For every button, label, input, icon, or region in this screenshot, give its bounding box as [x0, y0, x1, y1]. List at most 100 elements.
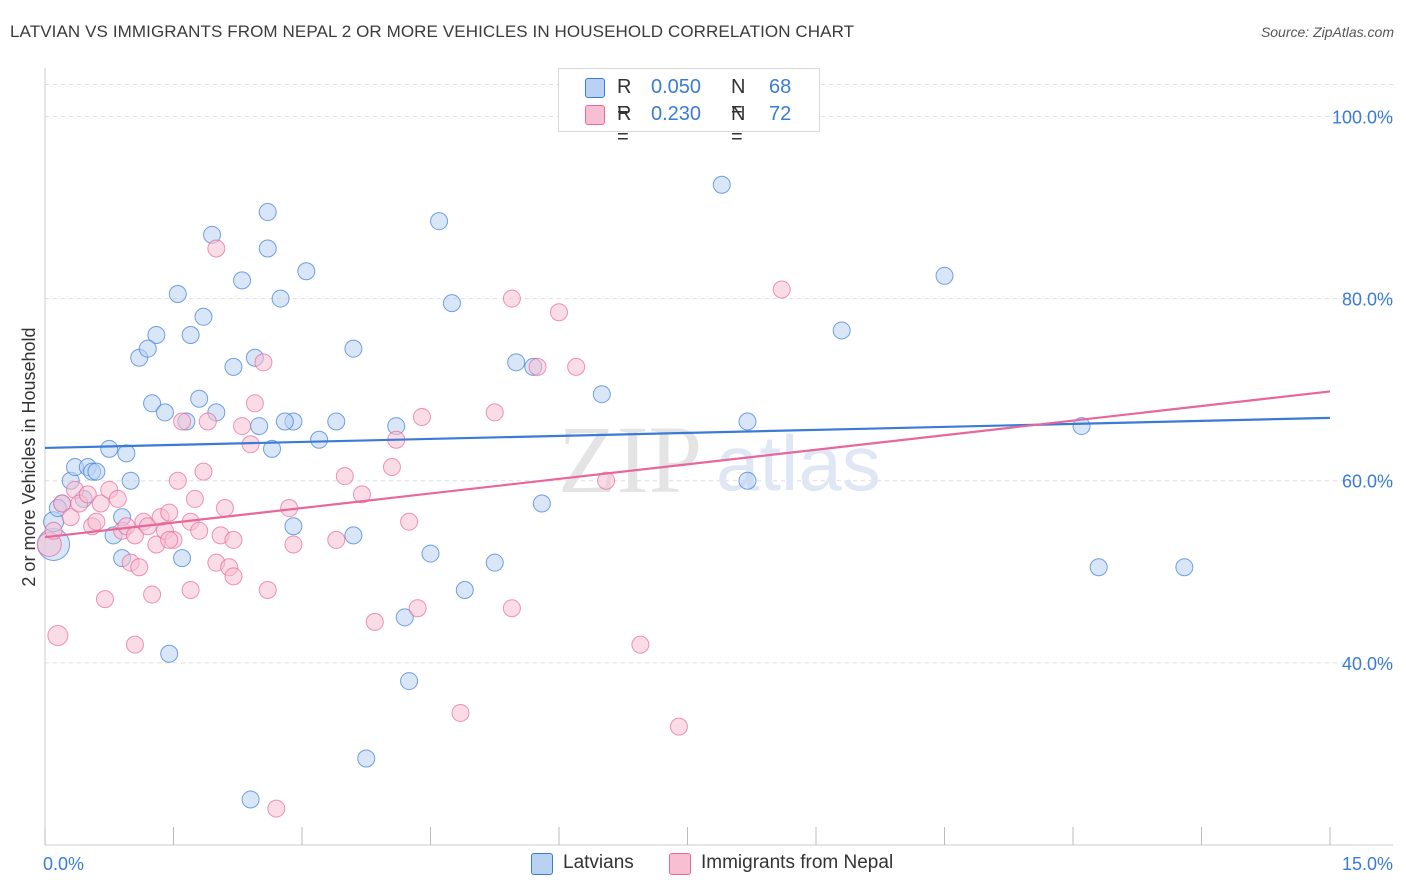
- point-nepal: [365, 612, 384, 631]
- axis-layer: [44, 68, 1393, 846]
- y-tick-label: 100.0%: [1332, 107, 1393, 127]
- legend-label: Latvians: [563, 852, 634, 873]
- point-nepal: [528, 357, 547, 376]
- point-nepal: [125, 635, 144, 654]
- point-latvians: [344, 339, 363, 358]
- r-value: 0.050: [651, 76, 702, 98]
- point-latvians: [344, 526, 363, 545]
- point-latvians: [194, 307, 213, 326]
- point-latvians: [258, 203, 277, 222]
- point-latvians: [250, 417, 269, 436]
- point-nepal: [485, 403, 504, 422]
- point-nepal: [160, 503, 179, 522]
- point-nepal: [352, 485, 371, 504]
- point-latvians: [100, 439, 119, 458]
- point-nepal: [258, 581, 277, 599]
- point-latvians: [275, 412, 294, 431]
- r-label: R =: [617, 76, 632, 121]
- x-tick-label: 0.0%: [43, 854, 84, 874]
- point-latvians: [181, 326, 200, 344]
- n-label: N =: [731, 76, 746, 121]
- point-nepal: [108, 489, 127, 508]
- watermark-zip: ZIP: [558, 406, 702, 513]
- point-nepal: [224, 567, 243, 586]
- point-latvians: [258, 239, 277, 258]
- point-latvians: [1089, 558, 1108, 577]
- legend-label: Immigrants from Nepal: [701, 852, 894, 873]
- point-latvians: [224, 357, 243, 376]
- y-tick-label: 80.0%: [1342, 290, 1393, 310]
- tick-labels: 40.0% 60.0% 80.0% 100.0% 0.0% 15.0%: [43, 107, 1393, 874]
- y-tick-label: 60.0%: [1342, 472, 1393, 492]
- point-nepal: [160, 530, 179, 549]
- point-latvians: [532, 494, 551, 513]
- point-latvians: [485, 553, 504, 572]
- point-latvians: [712, 175, 731, 194]
- point-latvians: [121, 471, 140, 490]
- point-nepal: [173, 412, 192, 431]
- point-nepal: [95, 590, 114, 609]
- chart-source: Source: ZipAtlas.com: [1260, 24, 1394, 40]
- latvians-swatch: [585, 78, 605, 98]
- point-latvians: [117, 444, 136, 463]
- nepal-swatch: [669, 853, 691, 875]
- point-latvians: [592, 385, 611, 404]
- watermark-atlas: atlas: [716, 419, 881, 507]
- point-latvians: [297, 262, 316, 281]
- n-value: 72: [769, 103, 792, 125]
- point-nepal: [400, 512, 419, 531]
- point-latvians: [87, 462, 106, 481]
- grid-layer: [45, 84, 1393, 664]
- point-nepal: [198, 412, 217, 431]
- trendline-latvians: [44, 416, 1331, 450]
- point-nepal: [597, 471, 616, 490]
- point-nepal: [408, 599, 427, 618]
- point-nepal: [254, 353, 273, 372]
- n-label: N =: [731, 103, 746, 148]
- point-nepal: [233, 417, 252, 436]
- point-nepal: [168, 471, 187, 490]
- x-tick-label: 15.0%: [1342, 854, 1393, 874]
- point-latvians: [138, 339, 157, 358]
- point-nepal: [284, 535, 303, 554]
- watermark: ZIP atlas: [558, 406, 881, 513]
- point-nepal: [143, 585, 162, 604]
- trendline-nepal: [44, 390, 1331, 539]
- nepal-swatch: [585, 105, 605, 125]
- point-latvians: [507, 353, 526, 372]
- n-value: 68: [769, 76, 792, 98]
- point-latvians: [155, 403, 174, 422]
- point-latvians: [395, 608, 414, 627]
- point-latvians: [310, 430, 329, 449]
- point-nepal: [61, 508, 80, 527]
- y-axis-label: 2 or more Vehicles in Household: [19, 327, 39, 586]
- point-latvians: [430, 212, 449, 231]
- point-nepal: [772, 280, 791, 299]
- point-latvians: [190, 389, 209, 408]
- points-layer: [36, 175, 1194, 818]
- point-nepal: [245, 394, 264, 413]
- point-latvians: [832, 321, 851, 340]
- point-latvians: [241, 790, 260, 809]
- point-nepal: [47, 625, 69, 647]
- point-nepal: [631, 635, 650, 654]
- point-nepal: [267, 799, 286, 818]
- point-latvians: [173, 549, 192, 568]
- point-nepal: [327, 530, 346, 549]
- point-nepal: [181, 581, 200, 599]
- trend-layer: [44, 390, 1331, 539]
- point-nepal: [224, 530, 243, 549]
- y-tick-label: 40.0%: [1342, 654, 1393, 674]
- point-nepal: [87, 512, 106, 531]
- point-latvians: [327, 412, 346, 431]
- point-latvians: [143, 394, 162, 413]
- point-nepal: [502, 599, 521, 618]
- point-latvians: [1072, 417, 1091, 436]
- chart-title: LATVIAN VS IMMIGRANTS FROM NEPAL 2 OR MO…: [10, 22, 855, 41]
- point-nepal: [207, 239, 226, 258]
- point-latvians: [160, 644, 179, 663]
- point-nepal: [215, 499, 234, 518]
- point-latvians: [442, 294, 461, 313]
- point-latvians: [738, 412, 757, 431]
- point-nepal: [78, 485, 97, 504]
